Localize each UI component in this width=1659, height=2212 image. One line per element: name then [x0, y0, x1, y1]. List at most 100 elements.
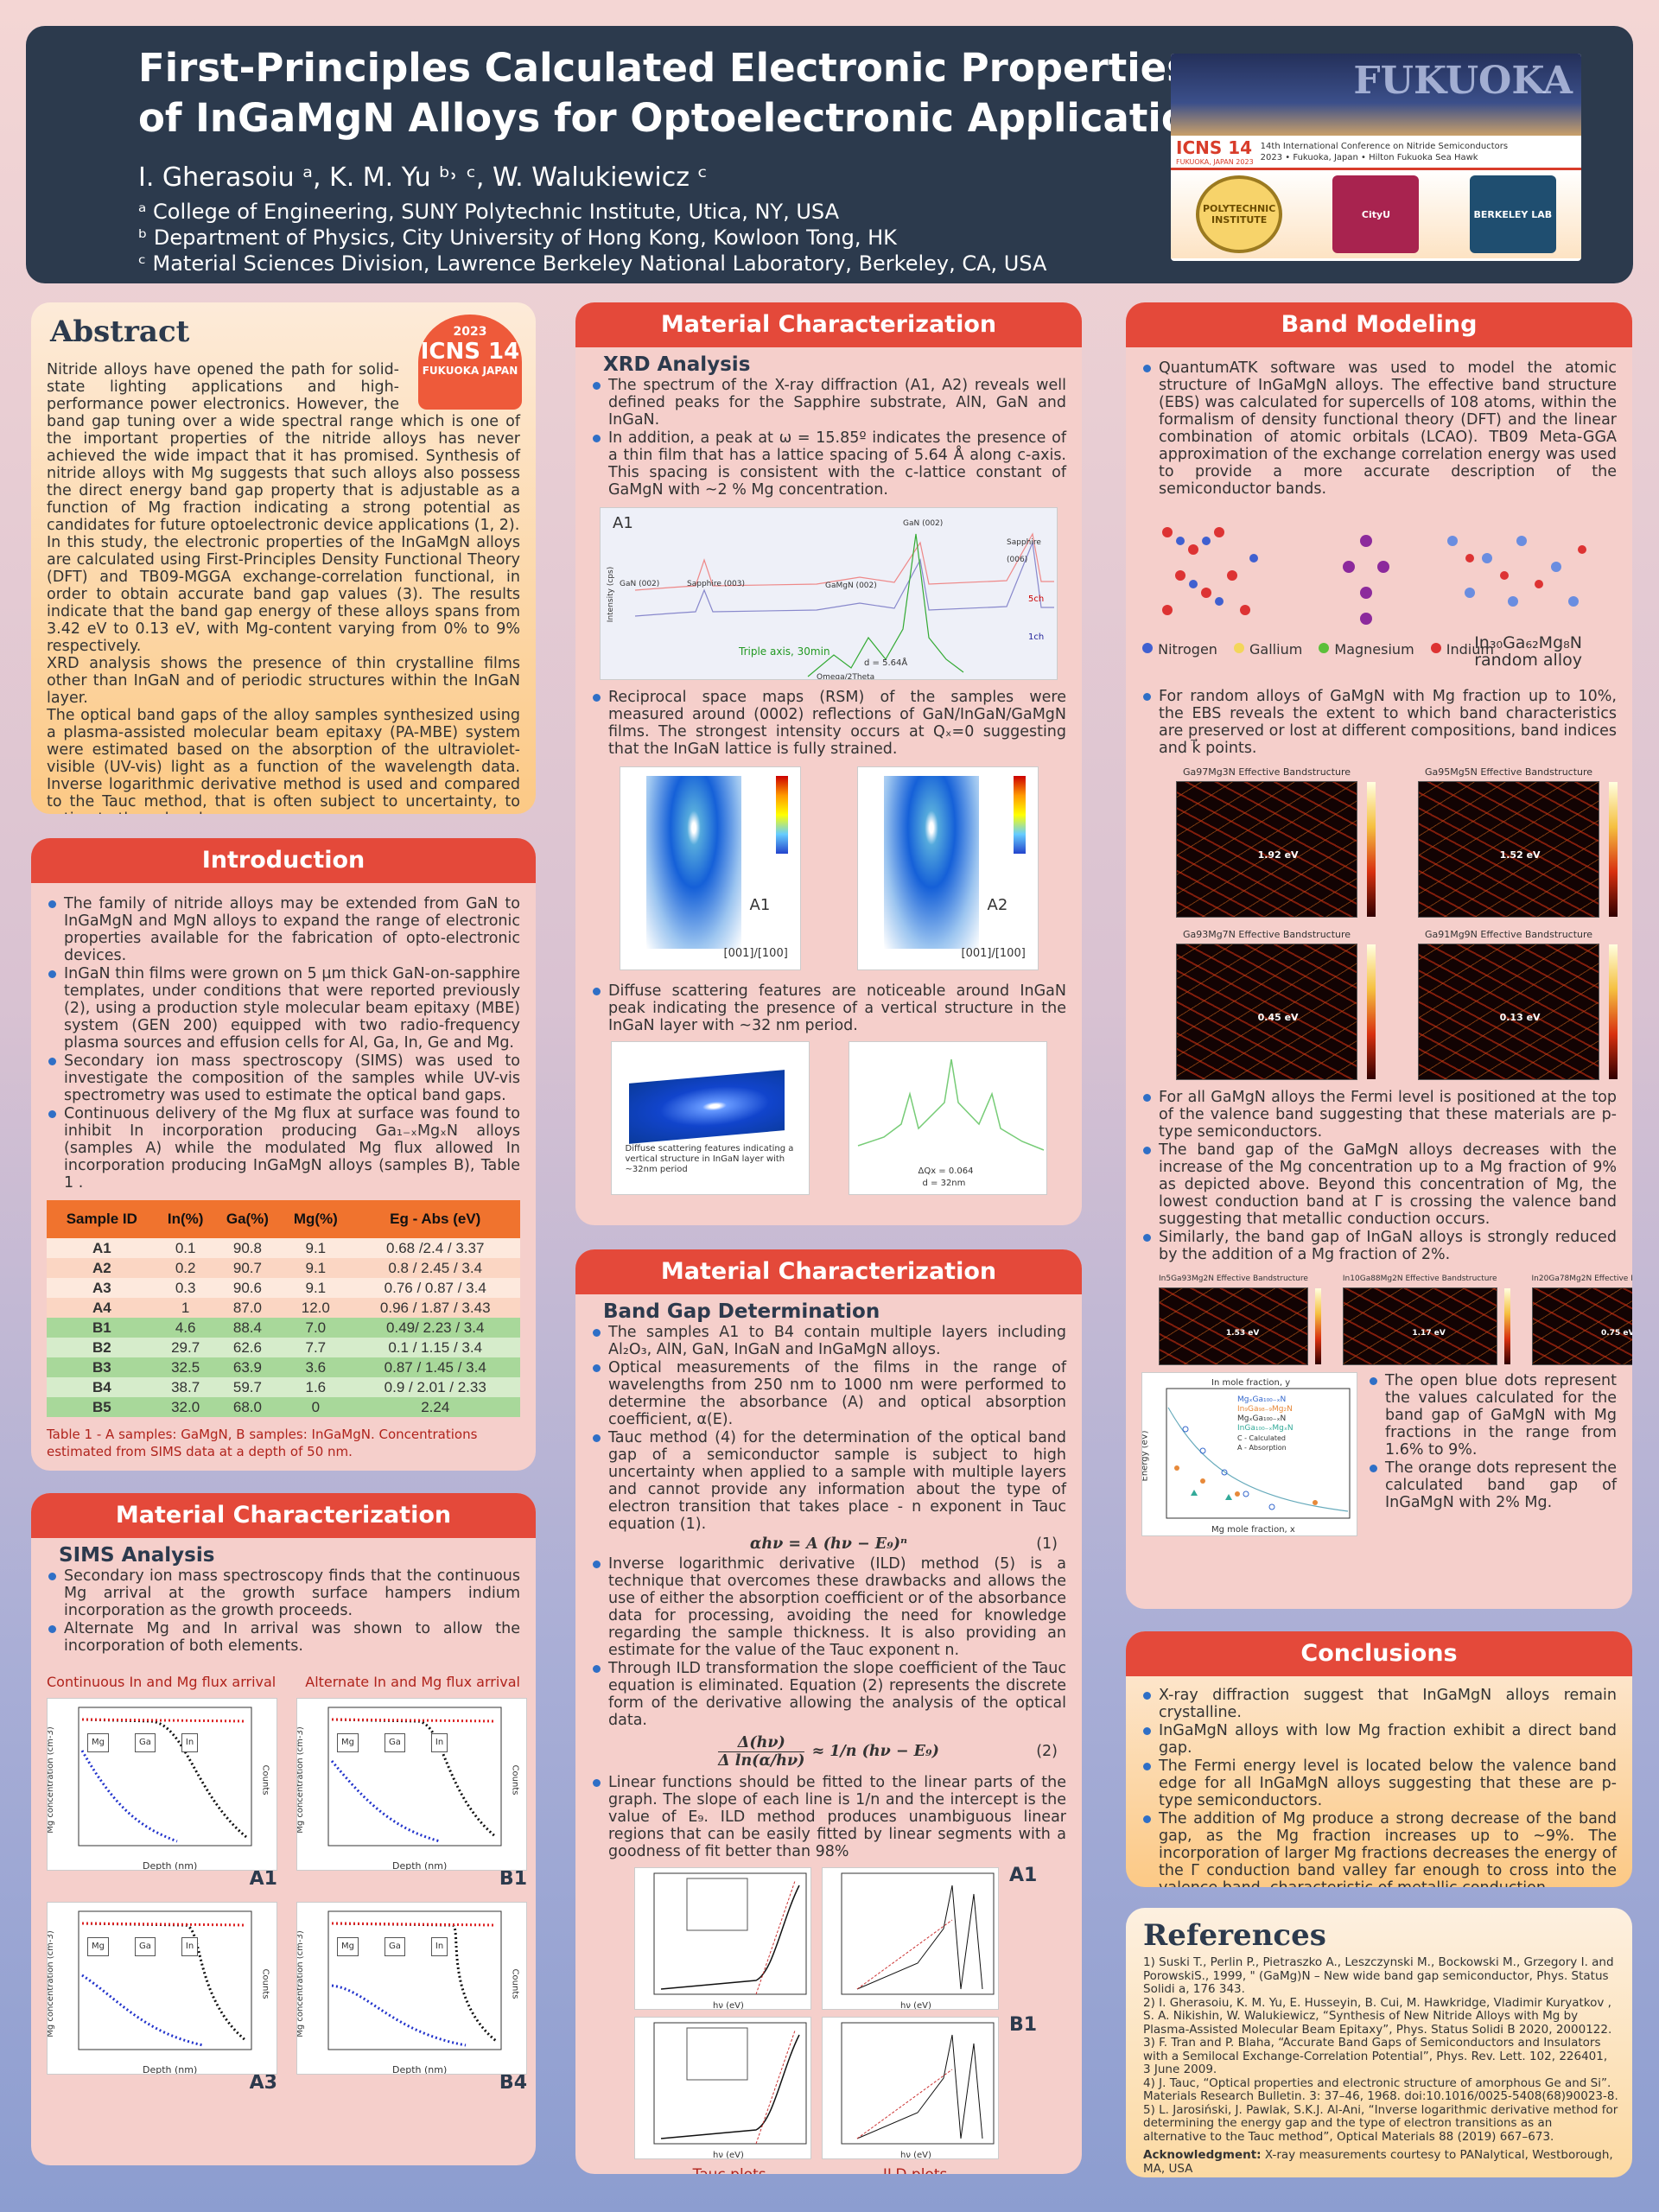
table-cell: B2 [92, 1338, 111, 1356]
bullet-item: For random alloys of GaMgN with Mg fract… [1141, 688, 1617, 757]
abstract-paragraphs: Nitride alloys have opened the path for … [47, 361, 520, 814]
abstract-heading: Abstract [50, 315, 190, 349]
period-label: d = 32nm [922, 1179, 966, 1188]
diffuse-figures: Diffuse scattering features indicating a… [591, 1041, 1066, 1195]
table-cell: 1.6 [305, 1378, 327, 1395]
bullet-item: Secondary ion mass spectroscopy finds th… [47, 1567, 520, 1619]
table-cell: 0.87 / 1.45 / 3.4 [384, 1358, 486, 1376]
panel-label: A1 [249, 1868, 277, 1890]
bullet-item: The addition of Mg produce a strong decr… [1141, 1810, 1617, 1887]
ack-label: Acknowledgment: [1143, 2148, 1262, 2162]
gap-plot-marks [1166, 1388, 1351, 1519]
bandgap-body: Band Gap Determination The samples A1 to… [575, 1294, 1082, 2174]
peak-label: GaMgN (002) [825, 582, 877, 590]
table-cell: 9.1 [305, 1259, 327, 1276]
y-axis-label: Mg concentration (cm-3) [47, 1726, 55, 1834]
text-item: The optical band gaps of the alloy sampl… [47, 707, 520, 814]
sims-traces [78, 1707, 252, 1847]
bullet-item: The band gap of the GaMgN alloys decreas… [1141, 1141, 1617, 1228]
ebs-title: Ga93Mg7N Effective Bandstructure [1182, 929, 1351, 940]
table-header-cell: Mg(%) [281, 1200, 351, 1238]
table-cell: 3.6 [305, 1358, 327, 1376]
bullet-list: For random alloys of GaMgN with Mg fract… [1141, 688, 1617, 757]
profile-trace [857, 1058, 1044, 1151]
introduction-body: The family of nitride alloys may be exte… [31, 883, 536, 1460]
bullet-list: The family of nitride alloys may be exte… [47, 895, 520, 1192]
sims-panel: Depth (nm) Mg concentration (cm-3) Counts M… [296, 1902, 527, 2101]
legend-note: A - Absorption [1237, 1444, 1287, 1452]
colorbar [1314, 1288, 1321, 1364]
legend-entry: Mg [87, 1937, 109, 1956]
equation-rhs: ≈ 1/n (hν − E₉) [811, 1743, 939, 1760]
badge-place: FUKUOKA JAPAN [422, 365, 518, 377]
band-body: QuantumATK software was used to model th… [1126, 347, 1632, 1536]
figure-label: A1 [613, 514, 633, 532]
peak-label: GaN (002) [620, 580, 660, 588]
subheading: XRD Analysis [603, 353, 751, 376]
table-cell: 0.9 / 2.01 / 2.33 [384, 1378, 486, 1395]
subheading: Band Gap Determination [603, 1300, 880, 1323]
abstract-section: 2023 ICNS 14 FUKUOKA JAPAN Abstract Nitr… [31, 302, 536, 814]
plot-caption: ILD plots [883, 2166, 947, 2174]
table-cell: 7.0 [305, 1319, 327, 1336]
xrd-body: XRD Analysis The spectrum of the X-ray d… [575, 347, 1082, 1195]
abstract-body: Nitride alloys have opened the path for … [31, 358, 536, 814]
conference-edition: FUKUOKA, JAPAN 2023 [1176, 158, 1254, 166]
bullet-item: InGaN thin films were grown on 5 µm thic… [47, 965, 520, 1052]
table-cell: A2 [92, 1259, 111, 1276]
table-cell: 0.1 / 1.15 / 3.4 [388, 1338, 483, 1356]
x-axis-label: Depth (nm) [143, 1860, 198, 1871]
sims-plot: Depth (nm) Mg concentration (cm-3) Counts M… [47, 1902, 277, 2075]
section-heading: Band Modeling [1126, 302, 1632, 347]
table-cell: 32.5 [171, 1358, 200, 1376]
equation: αhν = A (hν − E₉)ⁿ (1) [591, 1535, 1066, 1553]
section-heading: Conclusions [1126, 1631, 1632, 1676]
bullet-item: Inverse logarithmic derivative (ILD) met… [591, 1555, 1066, 1659]
bullet-item: The orange dots represent the calculated… [1368, 1459, 1617, 1511]
bottom-axis-label: Mg mole fraction, x [1211, 1525, 1295, 1535]
bullet-item: Optical measurements of the films in the… [591, 1359, 1066, 1428]
ild-plot: hν (eV) [822, 1867, 999, 2010]
table-header-cell: In(%) [156, 1200, 214, 1238]
text-item: 1) Suski T., Perlin P., Pietraszko A., L… [1143, 1955, 1614, 1996]
table-cell: A4 [92, 1299, 111, 1316]
table-cell: 9.1 [305, 1279, 327, 1296]
y-axis-label: Mg concentration (cm-3) [296, 1726, 305, 1834]
header: First-Principles Calculated Electronic P… [26, 26, 1633, 283]
conference-strip: ICNS 14 FUKUOKA, JAPAN 2023 14th Internat… [1171, 136, 1581, 170]
sims-body: SIMS Analysis Secondary ion mass spectro… [31, 1538, 536, 2101]
y-axis-label: Mg concentration (cm-3) [47, 1930, 55, 2037]
colorbar [1367, 782, 1376, 917]
legend-entry: Ga [384, 1937, 405, 1956]
bullet-item: Linear functions should be fitted to the… [591, 1774, 1066, 1860]
legend-label: Nitrogen [1158, 641, 1217, 658]
bullet-list: Reciprocal space maps (RSM) of the sampl… [591, 689, 1066, 758]
bullet-item: The samples A1 to B4 contain multiple la… [591, 1324, 1066, 1358]
colorbar [1503, 1288, 1510, 1364]
table-header-cell: Ga(%) [213, 1200, 282, 1238]
atomic-structures: Nitrogen Gallium Magnesium Indium In₃₀Ga… [1141, 506, 1617, 679]
ebs-title: In10Ga88Mg2N Effective Bandstructure [1342, 1274, 1497, 1283]
tauc-traces [653, 1872, 807, 1995]
ebs-small-grid: In5Ga93Mg2N Effective Bandstructure 1.53 … [1159, 1270, 1632, 1365]
legend-entry: Ga [134, 1733, 156, 1752]
bullet-list: QuantumATK software was used to model th… [1141, 359, 1617, 498]
bullet-list: X-ray diffraction suggest that InGaMgN a… [1141, 1687, 1617, 1887]
x-axis-label: hν (eV) [900, 2151, 931, 2159]
logo: POLYTECHNIC INSTITUTE [1196, 175, 1283, 253]
bullet-item: The Fermi energy level is located below … [1141, 1758, 1617, 1809]
ebs-title: Ga91Mg9N Effective Bandstructure [1424, 929, 1593, 940]
ebs-image: 0.45 eV [1176, 944, 1376, 1080]
rsm-direction: [001]/[100] [961, 947, 1026, 960]
y-axis-label: Intensity (cps) [607, 566, 616, 623]
bullet-item: Through ILD transformation the slope coe… [591, 1660, 1066, 1729]
sims-traces [327, 1707, 502, 1847]
bullet-item: For all GaMgN alloys the Fermi level is … [1141, 1089, 1617, 1141]
text-item: XRD analysis shows the presence of thin … [47, 655, 520, 707]
table-cell: 87.0 [232, 1299, 262, 1316]
section-heading: Introduction [31, 838, 536, 883]
table-header-cell: Eg - Abs (eV) [350, 1200, 520, 1238]
table-cell: 0.68 /2.4 / 3.37 [386, 1239, 485, 1256]
legend-label: Gallium [1249, 641, 1303, 658]
sims-plot: Depth (nm) Mg concentration (cm-3) Counts M… [296, 1902, 527, 2075]
